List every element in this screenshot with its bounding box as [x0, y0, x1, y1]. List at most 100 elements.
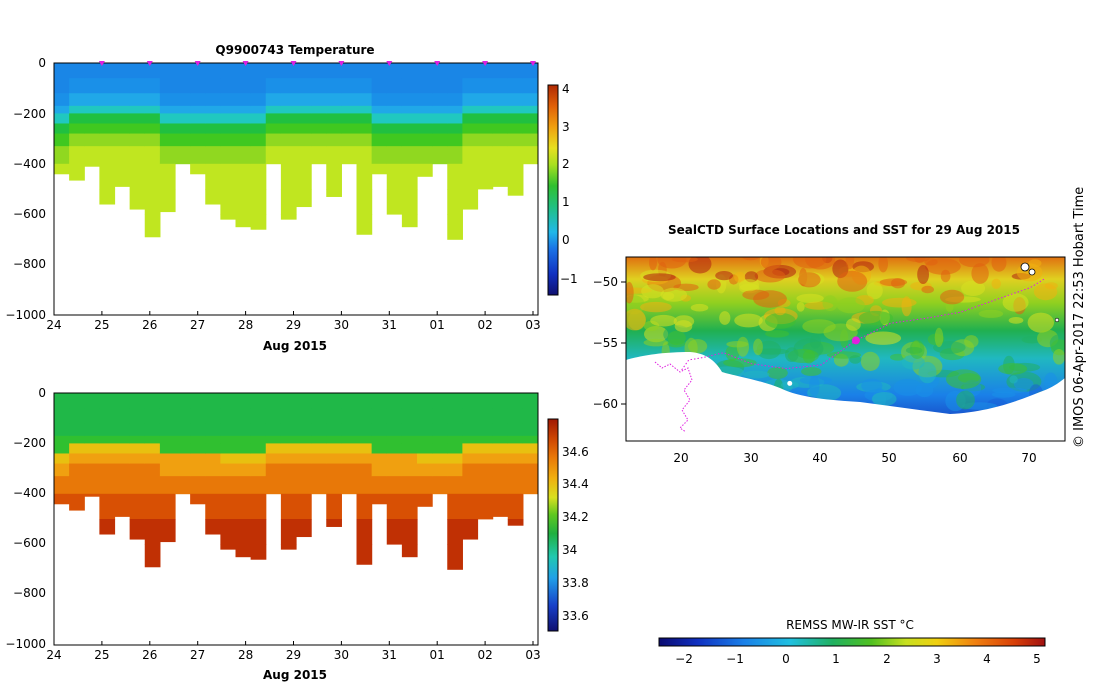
sal-profile-cell	[492, 393, 509, 409]
temp-profile-cell	[280, 93, 297, 107]
temp-profile-cell	[477, 105, 494, 114]
temp-y-tick-800: −800	[13, 257, 46, 271]
sal-profile-cell	[462, 519, 479, 540]
temp-profile-cell	[250, 113, 267, 124]
sal-profile-cell	[220, 519, 237, 545]
temp-profile-cell	[129, 93, 146, 107]
sal-profile-cell	[401, 393, 418, 409]
temp-profile-cell	[507, 105, 524, 114]
sal-profile-cell	[190, 423, 206, 437]
temp-profile-cell	[235, 123, 252, 134]
temp-profile-cell	[492, 123, 509, 134]
temp-profile-cell	[190, 93, 206, 107]
temp-profile-cell	[69, 146, 85, 165]
sal-profile-cell	[401, 544, 418, 558]
sal-profile-cell	[250, 393, 267, 409]
sst-cbar-tick-m1: −1	[726, 652, 744, 666]
sal-profile-cell	[280, 519, 297, 545]
sal-profile-cell	[462, 435, 479, 444]
sal-profile-cell	[311, 435, 327, 444]
surface-marker	[434, 61, 441, 66]
sal-profile-cell	[507, 408, 524, 424]
temp-profile-cell	[190, 78, 206, 94]
temp-profile-cell	[220, 163, 237, 190]
temp-cbar-tick-4: 4	[562, 82, 570, 96]
sal-profile-cell	[447, 453, 463, 464]
temp-profile-cell	[280, 189, 297, 215]
temp-profile-cell	[356, 214, 373, 235]
sal-profile-cell	[114, 393, 131, 409]
sst-patch	[878, 257, 888, 273]
sal-profile-cell	[492, 435, 509, 444]
sal-profile-cell	[84, 453, 100, 464]
temp-profile-cell	[69, 78, 85, 94]
temp-profile-cell	[311, 133, 327, 147]
sal-profile-cell	[432, 435, 448, 444]
sst-patch	[846, 318, 861, 331]
sal-profile-cell	[386, 493, 403, 520]
temp-profile-cell	[114, 93, 131, 107]
temp-profile-cell	[250, 78, 267, 94]
sst-patch	[767, 367, 788, 379]
sst-patch	[921, 285, 934, 294]
sal-cbar-tick-342: 34.2	[562, 510, 589, 524]
temp-profile-cell	[522, 63, 538, 79]
temp-profile-cell	[159, 163, 176, 190]
temp-profile-cell	[129, 63, 146, 79]
start-location-marker	[787, 380, 793, 386]
sal-profile-cell	[159, 408, 176, 424]
sal-profile-cell	[144, 463, 161, 477]
sal-profile-cell	[401, 519, 418, 545]
temp-profile-cell	[129, 113, 146, 124]
sal-profile-cell	[296, 443, 312, 454]
temp-profile-cell	[507, 123, 524, 134]
sal-profile-cell	[522, 443, 538, 454]
sal-profile-cell	[159, 519, 176, 543]
temp-profile-cell	[462, 105, 479, 114]
sst-patch	[879, 278, 908, 287]
temp-profile-cell	[175, 63, 191, 79]
sal-profile-cell	[492, 476, 509, 495]
temp-profile-cell	[311, 105, 327, 114]
island-marker	[1020, 262, 1030, 272]
sal-profile-cell	[477, 393, 494, 409]
sal-profile-cell	[99, 393, 116, 409]
temp-profile-cell	[205, 123, 221, 134]
temp-profile-cell	[54, 93, 70, 107]
sal-profile-cell	[326, 476, 342, 495]
sal-profile-cell	[401, 493, 418, 520]
temp-profile-cell	[265, 93, 282, 107]
sst-patch	[785, 347, 799, 362]
sal-profile-cell	[84, 443, 100, 454]
temp-profile-cell	[250, 105, 267, 114]
sal-profile-cell	[356, 423, 373, 437]
temp-profile-cell	[99, 133, 116, 147]
sal-profile-cell	[190, 435, 206, 444]
sst-patch	[796, 302, 805, 312]
temp-profile-cell	[477, 113, 494, 124]
temp-profile-cell	[265, 63, 282, 79]
temp-profile-cell	[175, 146, 191, 165]
temp-profile-cell	[341, 63, 358, 79]
temp-profile-cell	[129, 123, 146, 134]
temp-profile-cell	[159, 123, 176, 134]
sal-profile-cell	[235, 493, 252, 520]
temp-profile-cell	[235, 189, 252, 215]
temp-profile-cell	[205, 163, 221, 190]
temp-profile-cell	[144, 123, 161, 134]
sst-colorbar: REMSS MW-IR SST °C −2 −1 0 1 2 3 4 5	[658, 618, 1046, 666]
lon-tick-20: 20	[673, 451, 688, 465]
sal-profile-cell	[114, 443, 131, 454]
temp-profile-cell	[492, 163, 509, 187]
temp-profile-cell	[159, 93, 176, 107]
sst-patch	[734, 313, 763, 328]
sal-profile-cell	[235, 435, 252, 444]
sal-profile-cell	[356, 435, 373, 444]
x-tick-label: 26	[142, 648, 157, 662]
temp-profile-cell	[99, 78, 116, 94]
x-tick-label: 27	[190, 318, 205, 332]
x-tick-label: 02	[477, 318, 492, 332]
sal-profile-cell	[235, 423, 252, 437]
sal-y-tick-0: 0	[38, 386, 46, 400]
temp-profile-cell	[371, 93, 388, 107]
